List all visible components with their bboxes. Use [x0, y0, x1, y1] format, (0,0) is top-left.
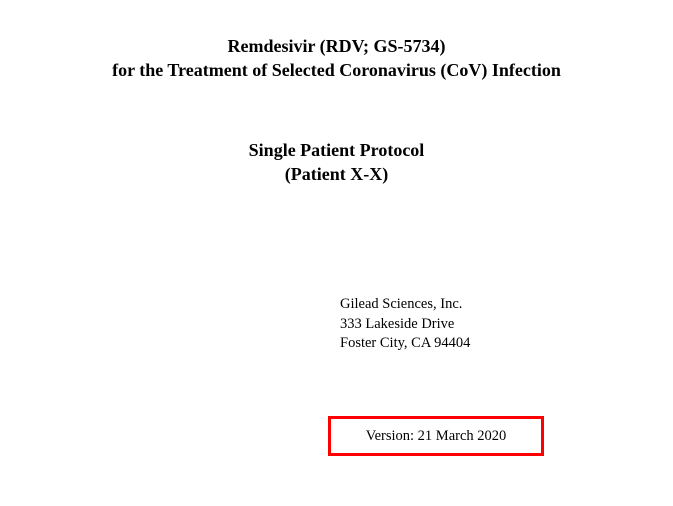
version-text: Version: 21 March 2020 — [366, 428, 507, 445]
subtitle-line-1: Single Patient Protocol — [0, 138, 673, 162]
subtitle-line-2: (Patient X-X) — [0, 162, 673, 186]
address-block: Gilead Sciences, Inc. 333 Lakeside Drive… — [340, 295, 470, 354]
title-line-2: for the Treatment of Selected Coronaviru… — [0, 58, 673, 82]
document-subtitle-block: Single Patient Protocol (Patient X-X) — [0, 138, 673, 187]
version-highlight-box: Version: 21 March 2020 — [328, 416, 544, 456]
title-line-1: Remdesivir (RDV; GS-5734) — [0, 34, 673, 58]
document-title-block: Remdesivir (RDV; GS-5734) for the Treatm… — [0, 34, 673, 83]
street-address: 333 Lakeside Drive — [340, 315, 470, 335]
city-state-zip: Foster City, CA 94404 — [340, 334, 470, 354]
company-name: Gilead Sciences, Inc. — [340, 295, 470, 315]
